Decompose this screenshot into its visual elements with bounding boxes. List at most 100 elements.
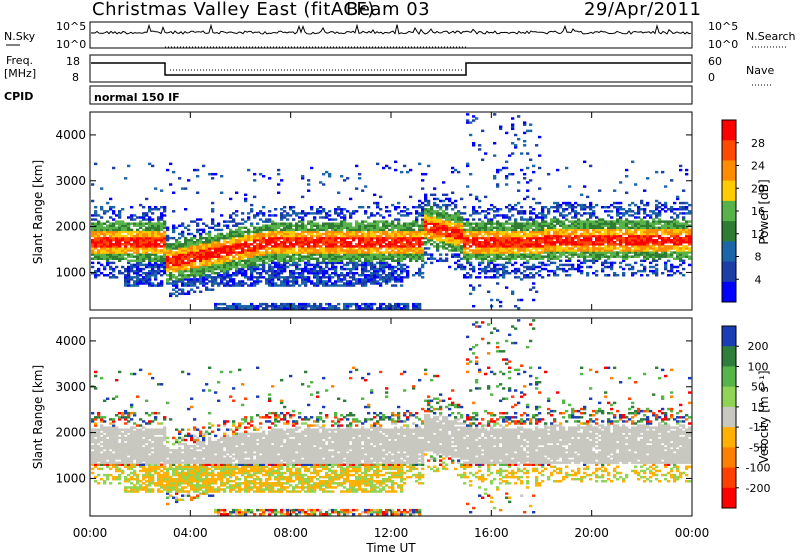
echo-cell <box>523 121 527 124</box>
echo-cell <box>487 230 491 234</box>
echo-cell <box>103 232 107 236</box>
echo-cell <box>115 234 119 238</box>
echo-cell <box>490 228 494 232</box>
echo-cell <box>289 280 293 283</box>
echo-cell <box>517 276 521 279</box>
echo-cell <box>334 232 338 236</box>
echo-cell <box>367 274 371 277</box>
echo-cell <box>415 257 419 260</box>
echo-cell <box>511 117 515 120</box>
echo-cell <box>307 255 311 258</box>
echo-cell <box>406 230 410 234</box>
echo-cell <box>271 267 275 271</box>
echo-cell <box>157 249 161 252</box>
echo-cell <box>223 259 227 263</box>
echo-cell <box>415 271 419 275</box>
echo-cell <box>457 241 461 244</box>
echo-cell <box>256 307 260 310</box>
echo-cell <box>493 253 497 256</box>
echo-cell <box>97 267 101 271</box>
echo-cell <box>565 259 569 263</box>
echo-cell <box>610 267 614 271</box>
echo-cell <box>604 228 608 232</box>
echo-cell <box>91 247 95 250</box>
echo-cell <box>337 226 341 230</box>
echo-cell <box>403 257 407 260</box>
echo-cell <box>400 243 404 246</box>
echo-cell <box>370 302 374 306</box>
echo-cell <box>442 245 446 248</box>
echo-cell <box>253 280 257 283</box>
echo-cell <box>298 253 302 256</box>
echo-cell <box>211 245 215 248</box>
echo-cell <box>553 226 557 230</box>
echo-cell <box>406 265 410 269</box>
echo-cell <box>193 247 197 250</box>
echo-cell <box>172 251 176 254</box>
echo-cell <box>145 197 149 201</box>
echo-cell <box>409 236 413 240</box>
echo-cell <box>136 259 140 263</box>
echo-cell <box>370 304 374 308</box>
echo-cell <box>541 234 545 238</box>
echo-cell <box>415 236 419 240</box>
echo-cell <box>535 214 539 217</box>
echo-cell <box>595 216 599 219</box>
echo-cell <box>115 276 119 279</box>
echo-cell <box>310 230 314 234</box>
echo-cell <box>607 243 611 246</box>
echo-cell <box>532 228 536 232</box>
echo-cell <box>463 265 467 269</box>
echo-cell <box>595 253 599 256</box>
echo-cell <box>103 226 107 230</box>
echo-cell <box>181 255 185 258</box>
echo-cell <box>373 193 377 197</box>
echo-cell <box>562 216 566 219</box>
echo-cell <box>502 166 506 170</box>
echo-cell <box>187 247 191 250</box>
echo-cell <box>484 267 488 271</box>
echo-cell <box>385 236 389 240</box>
echo-cell <box>481 222 485 225</box>
echo-cell <box>157 271 161 275</box>
echo-cell <box>94 238 98 242</box>
echo-cell <box>598 251 602 254</box>
echo-cell <box>310 224 314 227</box>
echo-cell <box>535 243 539 246</box>
echo-cell <box>604 245 608 248</box>
echo-cell <box>214 302 218 306</box>
echo-cell <box>352 302 356 306</box>
echo-cell <box>367 232 371 236</box>
echo-cell <box>583 255 587 258</box>
echo-cell <box>565 234 569 238</box>
echo-cell <box>517 307 521 310</box>
echo-cell <box>598 247 602 250</box>
echo-cell <box>328 304 332 308</box>
echo-cell <box>112 212 116 215</box>
echo-cell <box>553 218 557 221</box>
echo-cell <box>322 269 326 273</box>
echo-cell <box>586 271 590 275</box>
echo-cell <box>253 172 257 176</box>
echo-cell <box>106 245 110 248</box>
echo-cell <box>340 257 344 260</box>
echo-cell <box>340 249 344 252</box>
echo-cell <box>262 265 266 269</box>
echo-cell <box>319 271 323 275</box>
echo-cell <box>181 288 185 291</box>
echo-cell <box>355 304 359 308</box>
echo-cell <box>325 255 329 258</box>
echo-cell <box>403 249 407 252</box>
echo-cell <box>628 251 632 254</box>
echo-cell <box>187 245 191 248</box>
echo-cell <box>127 164 131 168</box>
echo-cell <box>124 236 128 240</box>
echo-cell <box>595 249 599 252</box>
echo-cell <box>181 222 185 225</box>
echo-cell <box>325 234 329 238</box>
echo-cell <box>463 238 467 242</box>
echo-cell <box>484 241 488 244</box>
echo-cell <box>550 236 554 240</box>
echo-cell <box>568 220 572 223</box>
echo-cell <box>553 216 557 219</box>
